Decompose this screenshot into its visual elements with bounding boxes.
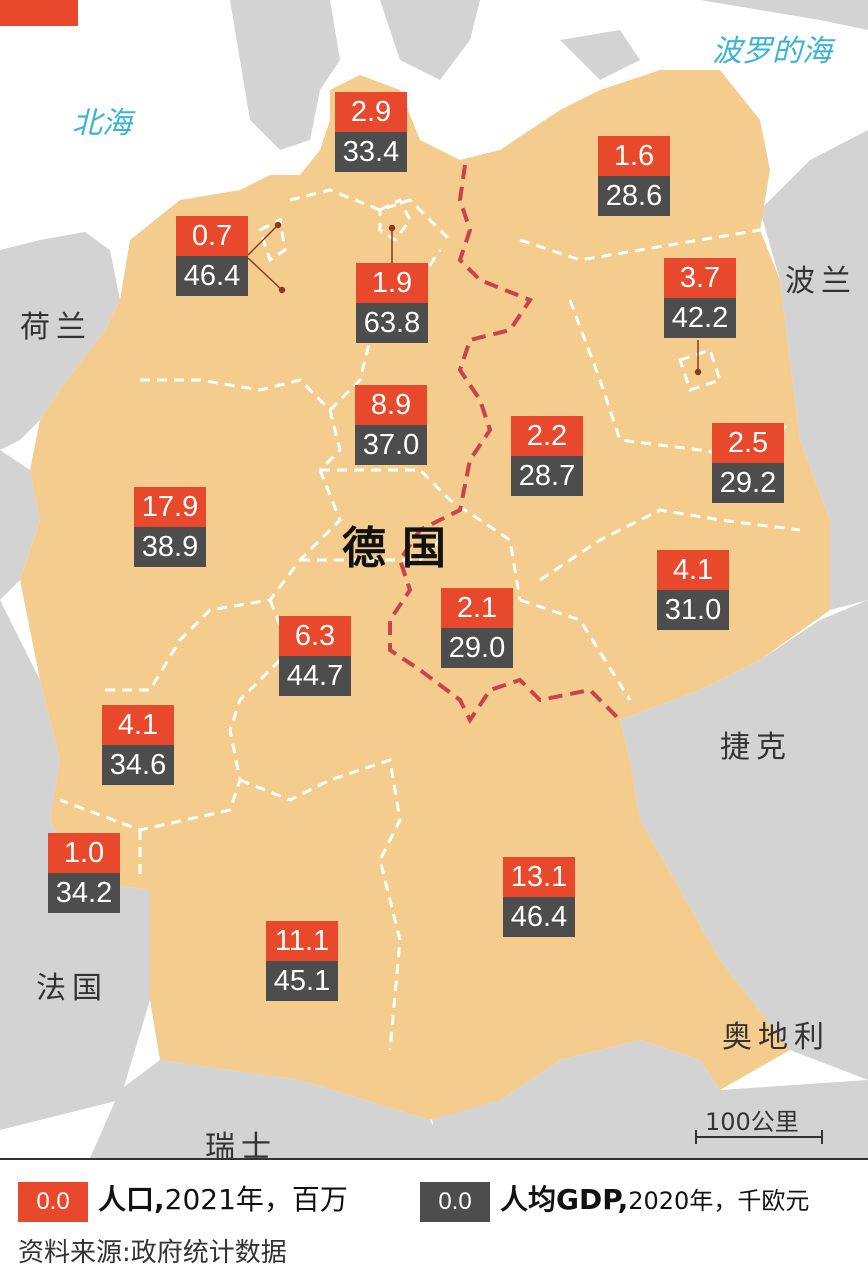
population-value: 17.9 bbox=[134, 487, 206, 527]
legend-gdp-text: 人均GDP,2020年，千欧元 bbox=[500, 1178, 809, 1218]
czech-label: 捷克 bbox=[720, 730, 792, 765]
germany-land bbox=[20, 70, 830, 1120]
gdp-value: 45.1 bbox=[266, 961, 338, 1001]
poland-label: 波兰 bbox=[785, 264, 857, 299]
state-stat-saxony-anhalt: 2.2 28.7 bbox=[511, 416, 583, 496]
state-stat-schleswig-holstein: 2.9 33.4 bbox=[335, 92, 407, 172]
legend-gdp-detail: 2020年，千欧元 bbox=[628, 1187, 810, 1215]
population-value: 13.1 bbox=[503, 857, 575, 897]
population-value: 3.7 bbox=[664, 258, 736, 298]
population-value: 4.1 bbox=[102, 705, 174, 745]
gdp-value: 44.7 bbox=[279, 656, 351, 696]
state-stat-baden-wurttemberg: 11.1 45.1 bbox=[266, 921, 338, 1001]
gdp-value: 38.9 bbox=[134, 527, 206, 567]
scale-bar-line bbox=[695, 1136, 823, 1138]
city-leader-lines bbox=[247, 221, 702, 376]
state-stat-hamburg: 1.9 63.8 bbox=[356, 263, 428, 343]
legend-population-text: 人口,2021年，百万 bbox=[98, 1178, 348, 1218]
population-value: 1.9 bbox=[356, 263, 428, 303]
state-stat-mecklenburg-vorpommern: 1.6 28.6 bbox=[598, 136, 670, 216]
scale-bar-tick-right bbox=[821, 1130, 823, 1144]
state-stat-berlin: 3.7 42.2 bbox=[664, 258, 736, 338]
population-value: 2.5 bbox=[712, 423, 784, 463]
source-note: 资料来源:政府统计数据 bbox=[18, 1238, 287, 1268]
population-value: 0.7 bbox=[176, 216, 248, 256]
legend-population-detail: 2021年，百万 bbox=[164, 1183, 348, 1216]
gdp-value: 29.0 bbox=[441, 628, 513, 668]
legend-gdp-title: 人均GDP, bbox=[500, 1183, 629, 1216]
gdp-value: 31.0 bbox=[657, 590, 729, 630]
population-value: 4.1 bbox=[657, 550, 729, 590]
scale-bar: 100公里 bbox=[695, 1102, 825, 1144]
scale-bar-tick-left bbox=[695, 1130, 697, 1144]
gdp-value: 46.4 bbox=[176, 256, 248, 296]
baltic-sea-label: 波罗的海 bbox=[712, 34, 832, 69]
gdp-value: 29.2 bbox=[712, 463, 784, 503]
state-stat-thuringia: 2.1 29.0 bbox=[441, 588, 513, 668]
state-stat-rhineland-palatinate: 4.1 34.6 bbox=[102, 705, 174, 785]
population-value: 2.9 bbox=[335, 92, 407, 132]
state-stat-saxony: 4.1 31.0 bbox=[657, 550, 729, 630]
population-value: 1.0 bbox=[48, 833, 120, 873]
inner-german-border bbox=[388, 164, 622, 724]
gdp-value: 42.2 bbox=[664, 298, 736, 338]
austria-label: 奥地利 bbox=[722, 1020, 830, 1055]
top-accent-bar bbox=[0, 0, 78, 26]
population-value: 11.1 bbox=[266, 921, 338, 961]
state-stat-saarland: 1.0 34.2 bbox=[48, 833, 120, 913]
scale-bar-label: 100公里 bbox=[705, 1108, 799, 1136]
population-value: 1.6 bbox=[598, 136, 670, 176]
legend-population-title: 人口, bbox=[98, 1183, 165, 1216]
population-value: 2.2 bbox=[511, 416, 583, 456]
gdp-value: 28.6 bbox=[598, 176, 670, 216]
legend-population-swatch: 0.0 bbox=[18, 1182, 88, 1222]
gdp-value: 37.0 bbox=[355, 425, 427, 465]
germany-map bbox=[0, 0, 868, 1158]
state-stat-brandenburg: 2.5 29.2 bbox=[712, 423, 784, 503]
germany-label: 德国 bbox=[342, 523, 462, 574]
gdp-value: 34.2 bbox=[48, 873, 120, 913]
gdp-value: 63.8 bbox=[356, 303, 428, 343]
population-value: 8.9 bbox=[355, 385, 427, 425]
legend-gdp-swatch: 0.0 bbox=[420, 1182, 490, 1222]
gdp-value: 33.4 bbox=[335, 132, 407, 172]
state-stat-bavaria: 13.1 46.4 bbox=[503, 857, 575, 937]
state-stat-lower-saxony: 8.9 37.0 bbox=[355, 385, 427, 465]
population-value: 2.1 bbox=[441, 588, 513, 628]
france-label: 法国 bbox=[36, 971, 108, 1006]
neighbour-land bbox=[0, 0, 868, 1158]
gdp-value: 46.4 bbox=[503, 897, 575, 937]
state-stat-hesse: 6.3 44.7 bbox=[279, 616, 351, 696]
gdp-value: 28.7 bbox=[511, 456, 583, 496]
legend: 0.0 人口,2021年，百万 0.0 人均GDP,2020年，千欧元 资料来源… bbox=[0, 1158, 868, 1276]
netherlands-label: 荷兰 bbox=[20, 310, 92, 345]
gdp-value: 34.6 bbox=[102, 745, 174, 785]
population-value: 6.3 bbox=[279, 616, 351, 656]
north-sea-label: 北海 bbox=[72, 106, 132, 141]
state-stat-north-rhine-westphalia: 17.9 38.9 bbox=[134, 487, 206, 567]
state-stat-bremen: 0.7 46.4 bbox=[176, 216, 248, 296]
